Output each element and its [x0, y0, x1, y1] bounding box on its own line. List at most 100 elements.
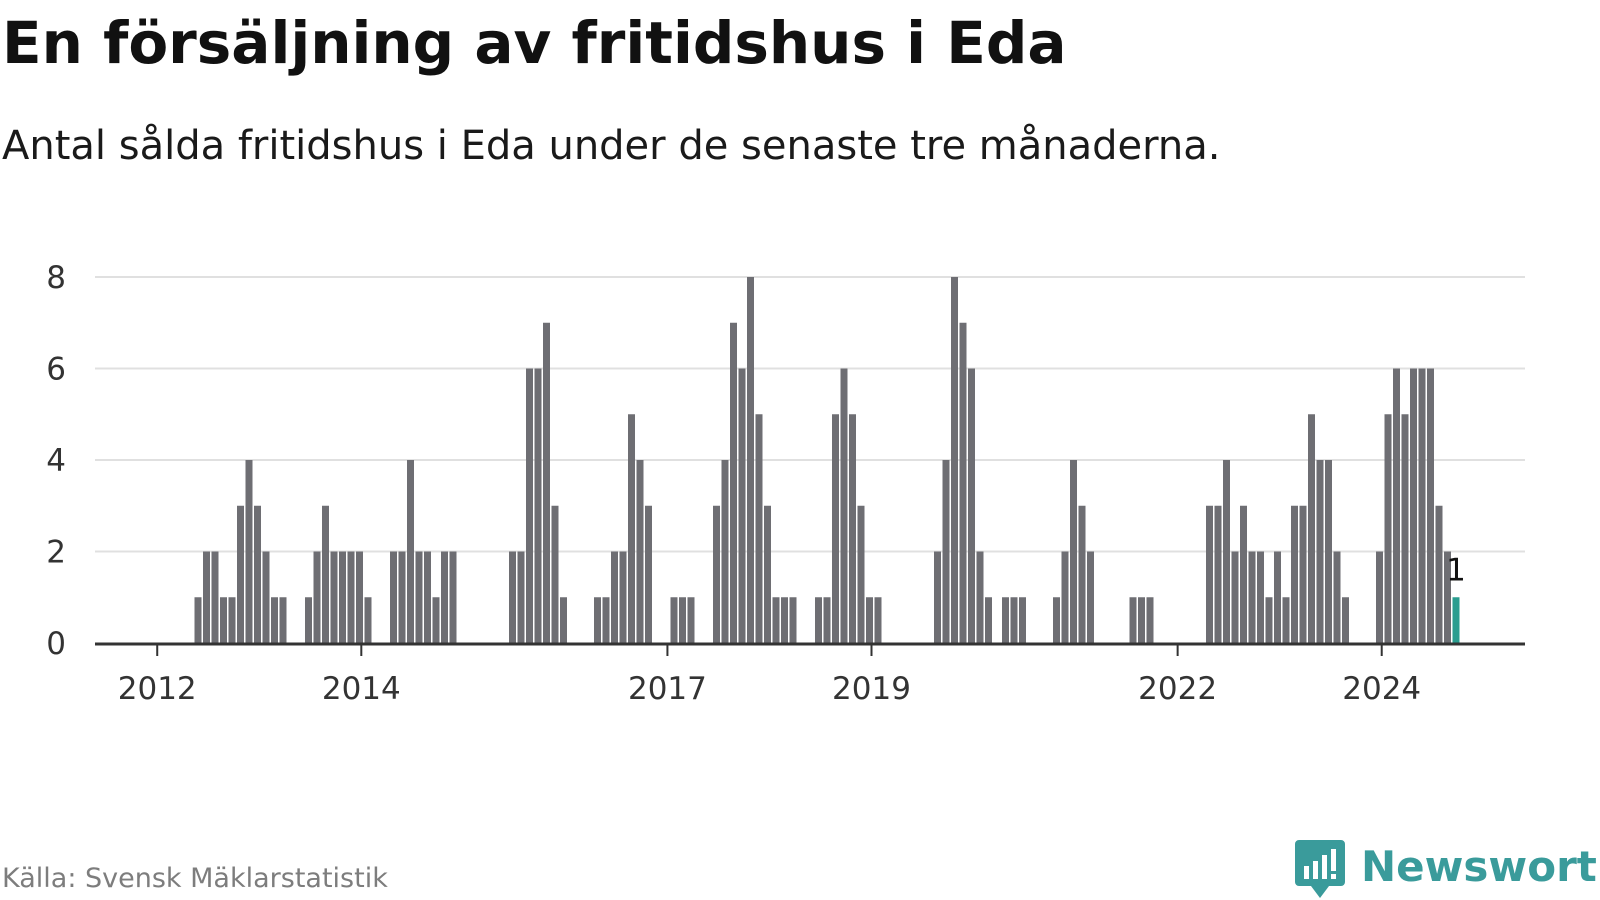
bar — [245, 460, 253, 643]
bar — [254, 505, 261, 643]
bar — [441, 551, 448, 643]
bar — [432, 597, 440, 643]
x-tick-label: 2012 — [118, 671, 197, 707]
bar — [1410, 368, 1417, 643]
source-note: Källa: Svensk Mäklarstatistik — [2, 863, 388, 894]
bar — [390, 551, 397, 643]
bar — [976, 551, 984, 643]
bar — [551, 505, 559, 643]
bar — [1427, 368, 1434, 643]
bar — [645, 505, 652, 643]
bar — [279, 597, 287, 643]
bar — [1316, 460, 1324, 643]
bar — [347, 551, 355, 643]
bar — [968, 368, 975, 643]
bar — [203, 551, 210, 643]
bar — [398, 551, 406, 643]
bar — [602, 597, 610, 643]
bar — [849, 414, 856, 643]
bar — [1078, 505, 1086, 643]
bar — [517, 551, 525, 643]
brand-name: Newsworthy — [1361, 842, 1600, 891]
bar — [424, 551, 431, 643]
bar — [339, 551, 346, 643]
bar — [1418, 368, 1426, 643]
bar — [262, 551, 270, 643]
chart-title: En försäljning av fritidshus i Eda — [2, 9, 1067, 77]
bar — [1223, 460, 1230, 643]
bar — [1138, 597, 1145, 643]
bar — [1376, 551, 1383, 643]
x-tick-label: 2019 — [832, 671, 911, 707]
bar — [789, 597, 797, 643]
bar — [755, 414, 763, 643]
bar — [738, 368, 746, 643]
bar — [1291, 505, 1298, 643]
bar — [228, 597, 236, 643]
bar — [815, 597, 822, 643]
bar — [772, 597, 780, 643]
bar — [823, 597, 831, 643]
bar — [1087, 551, 1094, 643]
bar — [415, 551, 423, 643]
bar — [832, 414, 839, 643]
bar — [1248, 551, 1256, 643]
bar — [985, 597, 992, 643]
bar — [713, 505, 720, 643]
bar — [1282, 597, 1290, 643]
bar — [220, 597, 227, 643]
y-tick-label: 4 — [46, 443, 66, 479]
bar — [730, 322, 737, 643]
y-tick-label: 6 — [46, 352, 66, 388]
bar — [534, 368, 542, 643]
bar — [764, 505, 771, 643]
bar — [1231, 551, 1239, 643]
bar — [840, 368, 848, 643]
highlight-bar — [1452, 597, 1460, 643]
x-tick-label: 2022 — [1138, 671, 1217, 707]
bar — [619, 551, 627, 643]
y-tick-label: 8 — [46, 260, 66, 296]
bar — [1435, 505, 1443, 643]
bar — [1401, 414, 1409, 643]
bar — [322, 505, 329, 643]
bar — [1240, 505, 1247, 643]
bar — [1257, 551, 1264, 643]
bar — [1393, 368, 1400, 643]
data-label: 1 — [1446, 552, 1466, 588]
bar — [560, 597, 567, 643]
x-tick-label: 2017 — [628, 671, 707, 707]
y-tick-label: 0 — [46, 626, 66, 662]
bar — [747, 277, 754, 643]
bar — [1308, 414, 1315, 643]
bar — [857, 505, 865, 643]
newsworthy-brand: Newsworthy — [1295, 840, 1600, 900]
bar — [1299, 505, 1307, 643]
bar — [211, 551, 219, 643]
bar — [687, 597, 695, 643]
bar — [866, 597, 873, 643]
bar — [942, 460, 950, 643]
bar — [636, 460, 644, 643]
bar — [1265, 597, 1273, 643]
bar — [1129, 597, 1137, 643]
bar — [407, 460, 414, 643]
bar — [313, 551, 321, 643]
bar — [628, 414, 635, 643]
bar — [1002, 597, 1009, 643]
bar — [526, 368, 533, 643]
bar — [951, 277, 958, 643]
bar — [594, 597, 601, 643]
bar — [1214, 505, 1222, 643]
bar — [934, 551, 941, 643]
bar — [1333, 551, 1341, 643]
bar — [1274, 551, 1281, 643]
bar — [449, 551, 457, 643]
x-tick-label: 2024 — [1342, 671, 1421, 707]
chart-subtitle: Antal sålda fritidshus i Eda under de se… — [2, 123, 1221, 169]
bar — [271, 597, 278, 643]
bar — [1053, 597, 1060, 643]
bar — [959, 322, 967, 643]
bar — [1019, 597, 1026, 643]
bar — [721, 460, 729, 643]
